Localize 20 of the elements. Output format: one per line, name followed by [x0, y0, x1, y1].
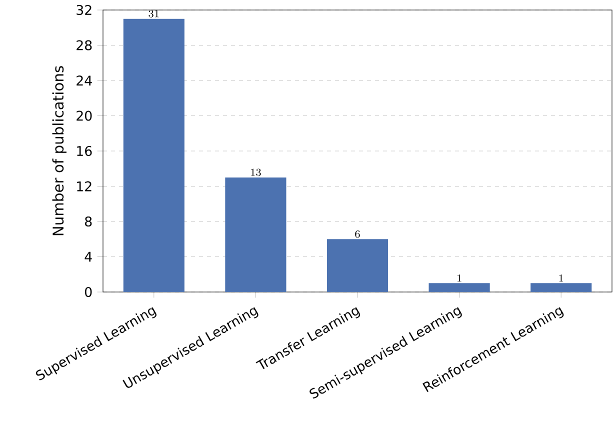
- y-tick-label: 28: [76, 40, 92, 50]
- y-tick-label: 16: [77, 146, 92, 156]
- data-label: 1: [559, 274, 564, 282]
- bar: [225, 177, 286, 292]
- y-tick-label: 32: [76, 4, 92, 16]
- y-tick-label: 0: [85, 286, 92, 298]
- bar: [326, 239, 388, 292]
- y-tick-label: 8: [85, 216, 92, 227]
- bar: [123, 18, 184, 292]
- bar: [530, 283, 592, 292]
- y-tick-label: 20: [76, 110, 92, 121]
- y-tick-label: 12: [77, 181, 92, 192]
- y-axis-title: Number of publications: [52, 66, 66, 236]
- bar: [428, 283, 490, 292]
- data-label: 31: [148, 10, 159, 18]
- y-tick-label: 24: [76, 76, 92, 86]
- data-label: 1: [457, 274, 462, 282]
- data-label: 13: [251, 168, 261, 176]
- y-tick-label: 4: [84, 252, 92, 262]
- data-label: 6: [355, 230, 360, 238]
